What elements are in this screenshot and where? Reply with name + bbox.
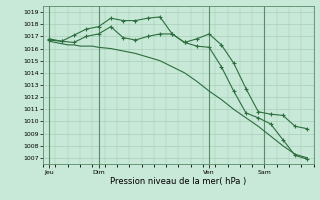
X-axis label: Pression niveau de la mer( hPa ): Pression niveau de la mer( hPa ) [110,177,246,186]
